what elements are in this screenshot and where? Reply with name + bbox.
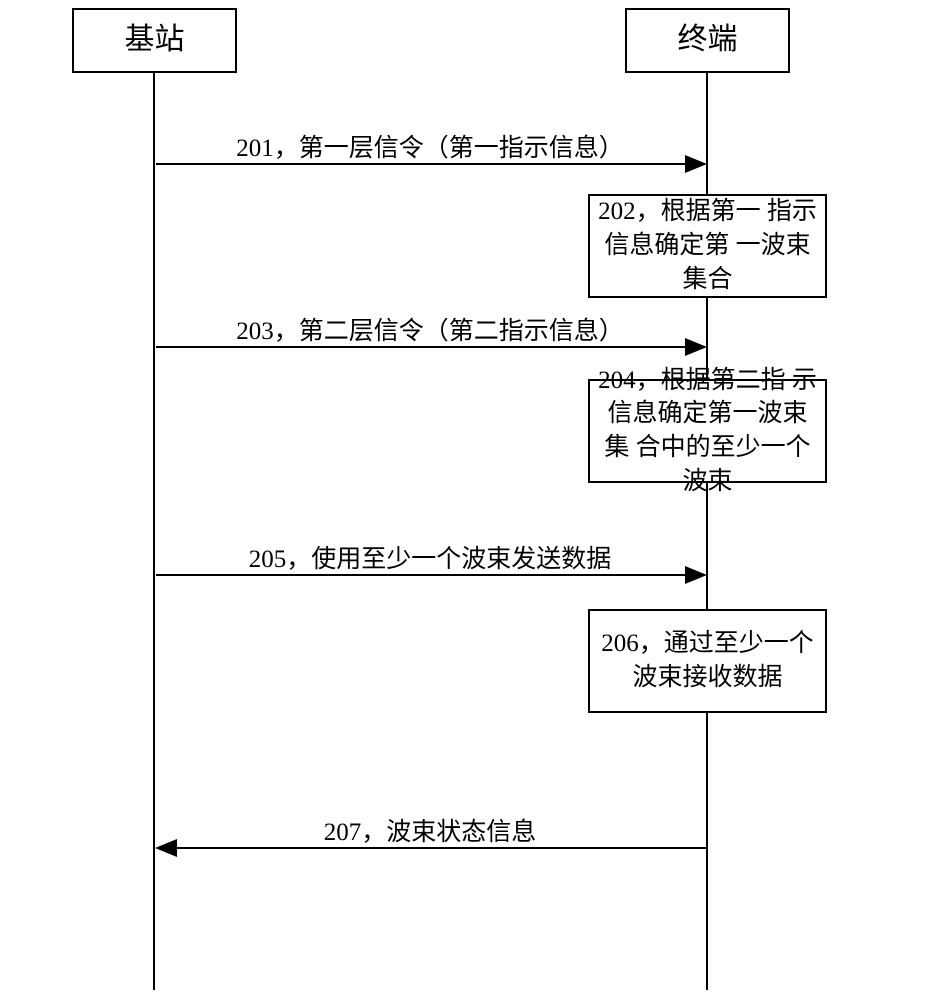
actor-right-label: 终端 <box>627 10 788 70</box>
msg-205-line <box>156 574 686 576</box>
actor-box-left: 基站 <box>72 8 237 73</box>
msg-203-arrow <box>685 338 707 356</box>
msg-205-label: 205，使用至少一个波束发送数据 <box>156 539 704 575</box>
msg-207-label: 207，波束状态信息 <box>156 812 704 848</box>
step-204-box: 204，根据第二指 示信息确定第一波束集 合中的至少一个波束 <box>588 379 827 483</box>
step-202-text: 202，根据第一 指示信息确定第 一波束集合 <box>590 195 825 296</box>
msg-201-arrow <box>685 155 707 173</box>
sequence-diagram: 基站 终端 201，第一层信令（第一指示信息） 202，根据第一 指示信息确定第… <box>0 0 928 1000</box>
msg-203-label: 203，第二层信令（第二指示信息） <box>156 311 704 347</box>
actor-left-label: 基站 <box>74 10 235 70</box>
step-202-box: 202，根据第一 指示信息确定第 一波束集合 <box>588 194 827 298</box>
msg-205-arrow <box>685 566 707 584</box>
msg-203-line <box>156 346 686 348</box>
msg-207-arrow <box>155 839 177 857</box>
step-206-text: 206，通过至少一个 波束接收数据 <box>590 627 825 695</box>
step-206-box: 206，通过至少一个 波束接收数据 <box>588 609 827 713</box>
msg-207-line <box>176 847 708 849</box>
step-204-text: 204，根据第二指 示信息确定第一波束集 合中的至少一个波束 <box>590 364 825 499</box>
msg-201-line <box>156 163 686 165</box>
msg-201-label: 201，第一层信令（第一指示信息） <box>156 128 704 164</box>
actor-box-right: 终端 <box>625 8 790 73</box>
